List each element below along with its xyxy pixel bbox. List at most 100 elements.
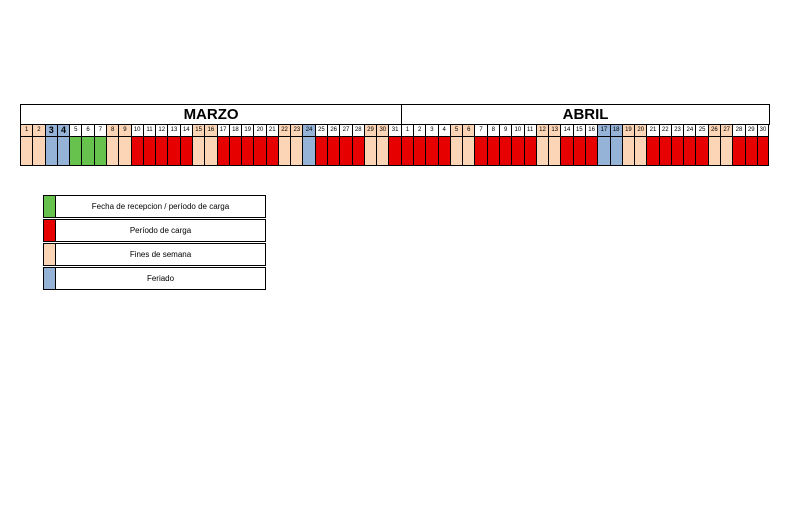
day-status-abril-30 bbox=[756, 137, 770, 166]
day-status-marzo-4 bbox=[56, 137, 70, 166]
day-number-marzo-13: 13 bbox=[167, 125, 180, 137]
day-number-row: 1 2 3 4 5 6 7 8 9 10 11 12 13 14 15 16 17 18 19 20 21 22 23 24 2… bbox=[20, 125, 770, 137]
month-header-row: MARZO ABRIL bbox=[20, 104, 770, 125]
day-status-marzo-27 bbox=[339, 137, 352, 166]
day-status-abril-15 bbox=[572, 137, 585, 166]
day-status-marzo-12 bbox=[155, 137, 168, 166]
day-status-marzo-2 bbox=[32, 137, 45, 166]
day-status-marzo-28 bbox=[351, 137, 364, 166]
day-status-marzo-18 bbox=[228, 137, 242, 166]
day-status-abril-2 bbox=[413, 137, 426, 166]
day-number-marzo-29: 29 bbox=[363, 125, 377, 137]
day-number-marzo-20: 20 bbox=[253, 125, 266, 137]
day-status-marzo-10 bbox=[130, 137, 143, 166]
day-number-marzo-15: 15 bbox=[191, 125, 205, 137]
day-status-marzo-21 bbox=[265, 137, 278, 166]
day-number-marzo-30: 30 bbox=[376, 125, 389, 137]
day-status-abril-5 bbox=[449, 137, 463, 166]
day-status-abril-21 bbox=[646, 137, 659, 166]
day-number-marzo-23: 23 bbox=[290, 125, 303, 137]
day-status-row bbox=[20, 137, 770, 166]
day-number-abril-12: 12 bbox=[535, 125, 549, 137]
day-number-marzo-9: 9 bbox=[118, 125, 131, 137]
day-status-marzo-17 bbox=[216, 137, 229, 166]
day-number-marzo-14: 14 bbox=[179, 125, 192, 137]
day-number-marzo-11: 11 bbox=[142, 125, 156, 137]
day-number-abril-10: 10 bbox=[511, 125, 524, 137]
day-number-marzo-21: 21 bbox=[265, 125, 278, 137]
day-number-marzo-7: 7 bbox=[93, 125, 106, 137]
legend-swatch-carga bbox=[43, 219, 56, 242]
day-status-abril-8 bbox=[486, 137, 499, 166]
day-number-marzo-12: 12 bbox=[155, 125, 168, 137]
day-status-abril-3 bbox=[425, 137, 438, 166]
day-number-abril-22: 22 bbox=[658, 125, 671, 137]
day-status-marzo-5 bbox=[69, 137, 82, 166]
day-status-abril-14 bbox=[560, 137, 573, 166]
day-number-abril-28: 28 bbox=[732, 125, 745, 137]
day-number-marzo-1: 1 bbox=[20, 125, 33, 137]
day-status-abril-28 bbox=[732, 137, 745, 166]
day-status-marzo-22 bbox=[277, 137, 291, 166]
day-number-abril-14: 14 bbox=[560, 125, 573, 137]
day-number-abril-26: 26 bbox=[707, 125, 721, 137]
day-number-abril-1: 1 bbox=[400, 125, 413, 137]
day-status-marzo-6 bbox=[81, 137, 94, 166]
day-status-marzo-1 bbox=[20, 137, 33, 166]
day-number-abril-19: 19 bbox=[621, 125, 635, 137]
day-status-marzo-16 bbox=[204, 137, 217, 166]
day-number-abril-17: 17 bbox=[597, 125, 610, 137]
day-number-marzo-26: 26 bbox=[327, 125, 340, 137]
calendar: MARZO ABRIL 1 2 3 4 5 6 7 8 9 10 11 12 13 14 15 16 17 18 1… bbox=[20, 104, 770, 166]
day-number-marzo-3: 3 bbox=[44, 125, 57, 137]
day-number-marzo-2: 2 bbox=[32, 125, 45, 137]
day-number-abril-7: 7 bbox=[474, 125, 487, 137]
day-number-abril-13: 13 bbox=[548, 125, 561, 137]
legend-item-carga: Período de carga bbox=[43, 219, 266, 242]
legend-swatch-feriado bbox=[43, 267, 56, 290]
day-number-marzo-25: 25 bbox=[314, 125, 328, 137]
day-number-marzo-16: 16 bbox=[204, 125, 217, 137]
day-number-marzo-5: 5 bbox=[69, 125, 82, 137]
day-status-abril-1 bbox=[400, 137, 413, 166]
day-number-abril-23: 23 bbox=[670, 125, 684, 137]
day-status-abril-6 bbox=[462, 137, 475, 166]
day-status-marzo-23 bbox=[290, 137, 303, 166]
day-number-abril-3: 3 bbox=[425, 125, 438, 137]
day-status-marzo-7 bbox=[93, 137, 106, 166]
day-status-abril-11 bbox=[523, 137, 536, 166]
day-number-marzo-24: 24 bbox=[302, 125, 315, 137]
day-number-abril-11: 11 bbox=[523, 125, 536, 137]
day-number-abril-18: 18 bbox=[609, 125, 622, 137]
day-status-abril-16 bbox=[584, 137, 598, 166]
day-status-abril-9 bbox=[498, 137, 512, 166]
day-status-abril-20 bbox=[634, 137, 647, 166]
day-number-abril-25: 25 bbox=[695, 125, 708, 137]
day-status-marzo-25 bbox=[314, 137, 328, 166]
day-number-abril-15: 15 bbox=[572, 125, 585, 137]
day-status-abril-24 bbox=[683, 137, 696, 166]
legend-swatch-recepcion bbox=[43, 195, 56, 218]
day-status-abril-27 bbox=[720, 137, 733, 166]
day-status-marzo-15 bbox=[191, 137, 205, 166]
legend-swatch-fines-de-semana bbox=[43, 243, 56, 266]
day-status-abril-12 bbox=[535, 137, 549, 166]
day-status-marzo-29 bbox=[363, 137, 377, 166]
day-status-abril-25 bbox=[695, 137, 708, 166]
day-status-marzo-11 bbox=[142, 137, 156, 166]
day-status-marzo-8 bbox=[105, 137, 119, 166]
day-status-abril-29 bbox=[744, 137, 757, 166]
day-number-marzo-4: 4 bbox=[56, 125, 70, 137]
legend-item-feriado: Feriado bbox=[43, 267, 266, 290]
day-number-abril-20: 20 bbox=[634, 125, 647, 137]
day-number-abril-5: 5 bbox=[449, 125, 463, 137]
day-status-marzo-24 bbox=[302, 137, 315, 166]
day-number-marzo-6: 6 bbox=[81, 125, 94, 137]
day-number-abril-4: 4 bbox=[437, 125, 450, 137]
legend-item-recepcion: Fecha de recepcion / período de carga bbox=[43, 195, 266, 218]
day-status-marzo-3 bbox=[44, 137, 57, 166]
legend-item-fines-de-semana: Fines de semana bbox=[43, 243, 266, 266]
day-number-marzo-31: 31 bbox=[388, 125, 401, 137]
day-status-abril-17 bbox=[597, 137, 610, 166]
month-title-abril: ABRIL bbox=[401, 105, 769, 124]
